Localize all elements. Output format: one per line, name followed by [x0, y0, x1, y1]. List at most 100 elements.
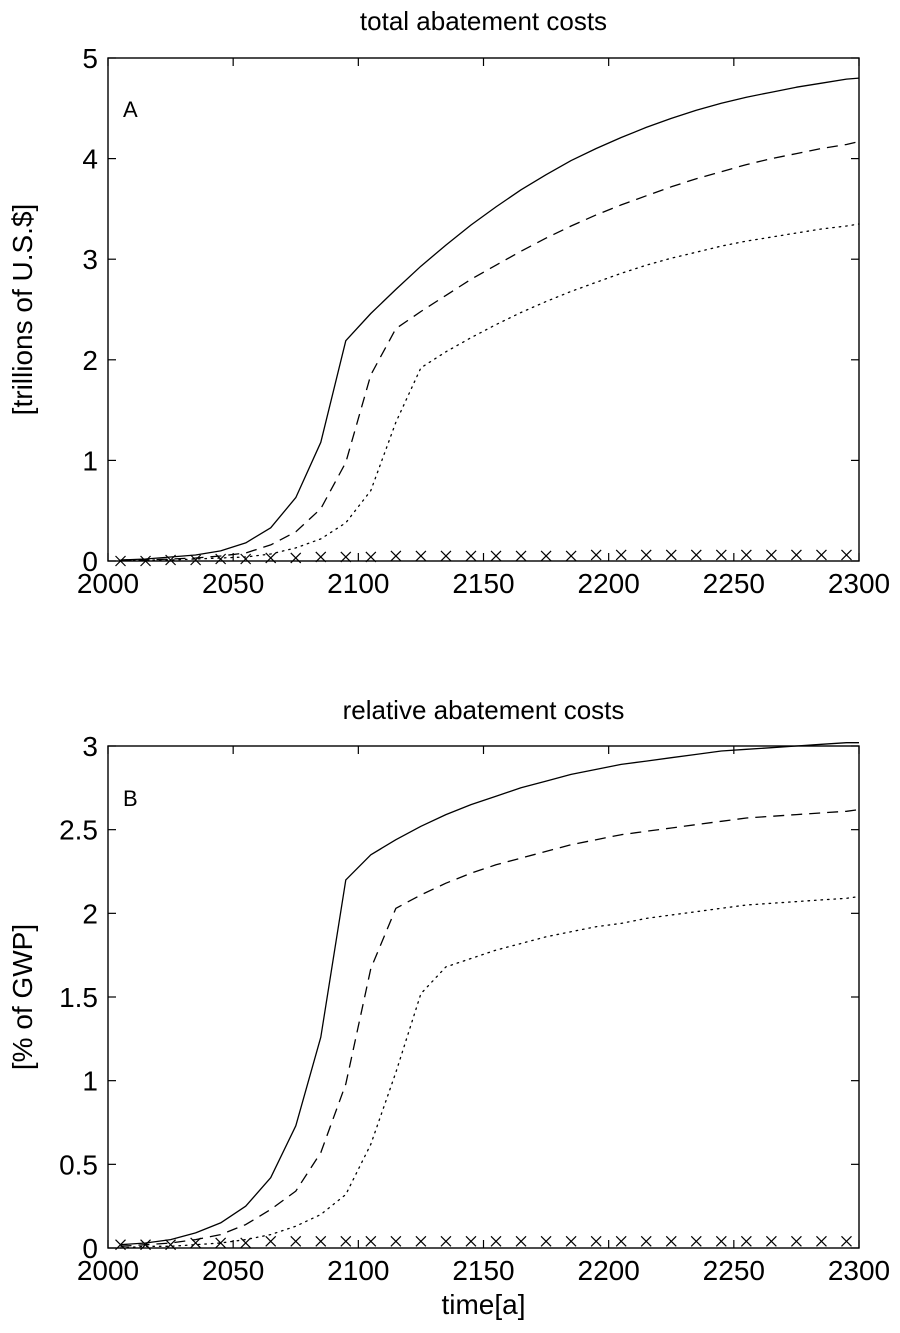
x-marker-point [590, 1235, 602, 1247]
y-tick-label: 3 [82, 244, 98, 275]
x-tick-label: 2000 [77, 568, 139, 599]
plot-frame [107, 57, 860, 562]
x-marker-point [215, 553, 227, 565]
x-tick-label: 2300 [828, 1255, 890, 1286]
x-tick-label: 2200 [578, 1255, 640, 1286]
x-marker-point [715, 1235, 727, 1247]
x-tick-label: 2050 [202, 1255, 264, 1286]
x-marker-point [390, 550, 402, 562]
x-marker-point [715, 549, 727, 561]
x-marker-point [415, 550, 427, 562]
x-marker-point [540, 1235, 552, 1247]
x-marker-point [590, 549, 602, 561]
x-marker-point [290, 1235, 302, 1247]
x-marker-point [115, 1239, 126, 1251]
series-line-dotted [119, 223, 860, 562]
x-marker-point [340, 1235, 352, 1247]
x-marker-point [165, 554, 177, 566]
x-tick-label: 2100 [327, 568, 389, 599]
x-marker-point [415, 1235, 427, 1247]
y-tick-label: 0.5 [59, 1149, 98, 1180]
y-tick-label: 4 [82, 144, 98, 175]
x-tick-label: 2250 [703, 1255, 765, 1286]
x-tick-label: 2300 [828, 568, 890, 599]
x-tick-label: 2250 [703, 568, 765, 599]
series-x-markers [115, 549, 852, 567]
y-tick-label: 1 [82, 1066, 98, 1097]
x-marker-point [740, 549, 752, 561]
chart-title: total abatement costs [360, 6, 607, 36]
x-tick-label: 2150 [452, 568, 514, 599]
chart-panel-b: relative abatement costs 2000 2050 2100 2150… [7, 695, 890, 1320]
chart-title: relative abatement costs [343, 695, 625, 725]
x-marker-point [640, 1235, 652, 1247]
y-tick-label: 1.5 [59, 982, 98, 1013]
y-tick-label: 0 [82, 1233, 98, 1264]
x-tick-label: 2150 [452, 1255, 514, 1286]
x-marker-point [140, 555, 151, 567]
x-tick-label: 2050 [202, 568, 264, 599]
y-axis-label: [% of GWP] [7, 924, 38, 1070]
x-marker-point [190, 554, 202, 566]
x-marker-point [465, 550, 477, 562]
x-marker-point [515, 1235, 527, 1247]
x-marker-point [365, 1235, 377, 1247]
x-marker-point [490, 1235, 502, 1247]
x-marker-point [240, 553, 252, 565]
x-marker-point [816, 549, 827, 561]
x-marker-point [190, 1237, 202, 1249]
x-marker-point [690, 549, 702, 561]
y-tick-label: 2 [82, 345, 98, 376]
series-line-solid [120, 77, 860, 561]
y-tick-label: 5 [82, 43, 98, 74]
panel-letter: B [123, 786, 138, 811]
x-marker-point [790, 549, 802, 561]
x-marker-point [115, 555, 126, 567]
x-marker-point [440, 550, 452, 562]
y-tick-label: 0 [82, 546, 98, 577]
y-tick-label: 1 [82, 445, 98, 476]
y-tick-label: 3 [82, 731, 98, 762]
x-tick-label: 2100 [327, 1255, 389, 1286]
series-line-solid [120, 742, 859, 1246]
x-marker-point [665, 1235, 677, 1247]
x-marker-point [740, 1235, 752, 1247]
x-marker-point [340, 551, 352, 563]
x-marker-point [790, 1235, 802, 1247]
x-marker-point [515, 550, 527, 562]
x-marker-point [490, 550, 502, 562]
x-marker-point [565, 550, 577, 562]
x-marker-point [465, 1235, 477, 1247]
x-marker-point [240, 1237, 252, 1249]
y-axis-label: [trillions of U.S.$] [7, 204, 38, 416]
x-marker-point [765, 1235, 777, 1247]
x-marker-point [315, 1235, 327, 1247]
x-marker-point [390, 1235, 402, 1247]
series-line-dashed [120, 140, 860, 561]
x-tick-label: 2200 [578, 568, 640, 599]
x-marker-point [765, 549, 777, 561]
x-marker-point [565, 1235, 577, 1247]
y-tick-label: 2 [82, 898, 98, 929]
x-tick-label: 2000 [77, 1255, 139, 1286]
x-marker-point [640, 549, 652, 561]
x-marker-point [816, 1235, 827, 1247]
x-marker-point [540, 550, 552, 562]
x-marker-point [265, 552, 277, 564]
x-marker-point [841, 549, 852, 561]
x-marker-point [140, 1239, 151, 1251]
series-line-dotted [119, 895, 860, 1249]
panel-letter: A [123, 97, 138, 122]
x-marker-point [165, 1239, 177, 1251]
x-marker-point [440, 1235, 452, 1247]
x-marker-point [615, 549, 627, 561]
series-line-dashed [120, 808, 860, 1247]
x-marker-point [290, 552, 302, 564]
x-axis-label: time[a] [441, 1289, 525, 1320]
x-marker-point [315, 551, 327, 563]
x-marker-point [841, 1235, 852, 1247]
x-marker-point [365, 551, 377, 563]
x-marker-point [215, 1237, 227, 1249]
x-marker-point [615, 1235, 627, 1247]
